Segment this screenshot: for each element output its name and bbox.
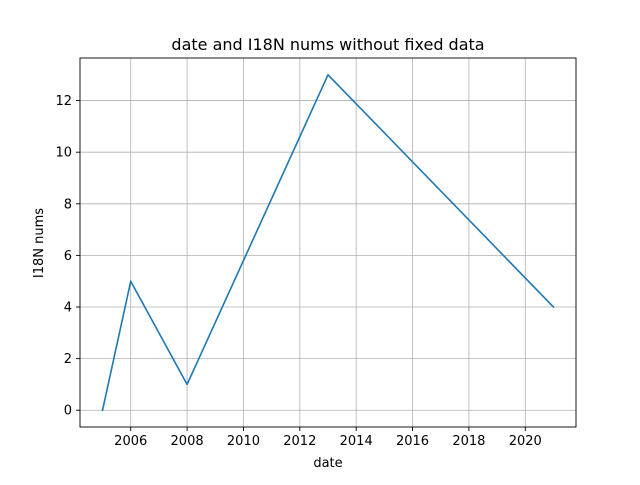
plot-frame: [79, 57, 577, 428]
x-axis-label: date: [313, 456, 342, 471]
x-tick-label: 2008: [171, 434, 204, 449]
x-tick-label: 2012: [283, 434, 316, 449]
y-tick-label: 12: [55, 94, 72, 109]
x-tick-label: 2020: [509, 434, 542, 449]
x-tick-label: 2006: [114, 434, 147, 449]
series-line-0: [101, 73, 555, 412]
y-tick-label: 10: [55, 146, 72, 161]
x-tick-label: 2016: [396, 434, 429, 449]
chart-title: date and I18N nums without fixed data: [171, 35, 484, 54]
y-tick-label: 8: [64, 197, 72, 212]
y-tick-label: 0: [64, 404, 72, 419]
plot-area: [79, 57, 577, 428]
x-axis: 2006 2008 2010 2012 2014 2016 2018 2020: [114, 427, 542, 449]
y-tick-label: 4: [64, 301, 72, 316]
y-axis: 0 2 4 6 8 10 12: [55, 94, 80, 419]
grid: [80, 58, 576, 427]
x-tick-label: 2010: [227, 434, 260, 449]
y-tick-label: 6: [64, 249, 72, 264]
x-tick-label: 2014: [340, 434, 373, 449]
y-tick-label: 2: [64, 352, 72, 367]
x-tick-label: 2018: [452, 434, 485, 449]
y-axis-label: I18N nums: [32, 208, 47, 278]
